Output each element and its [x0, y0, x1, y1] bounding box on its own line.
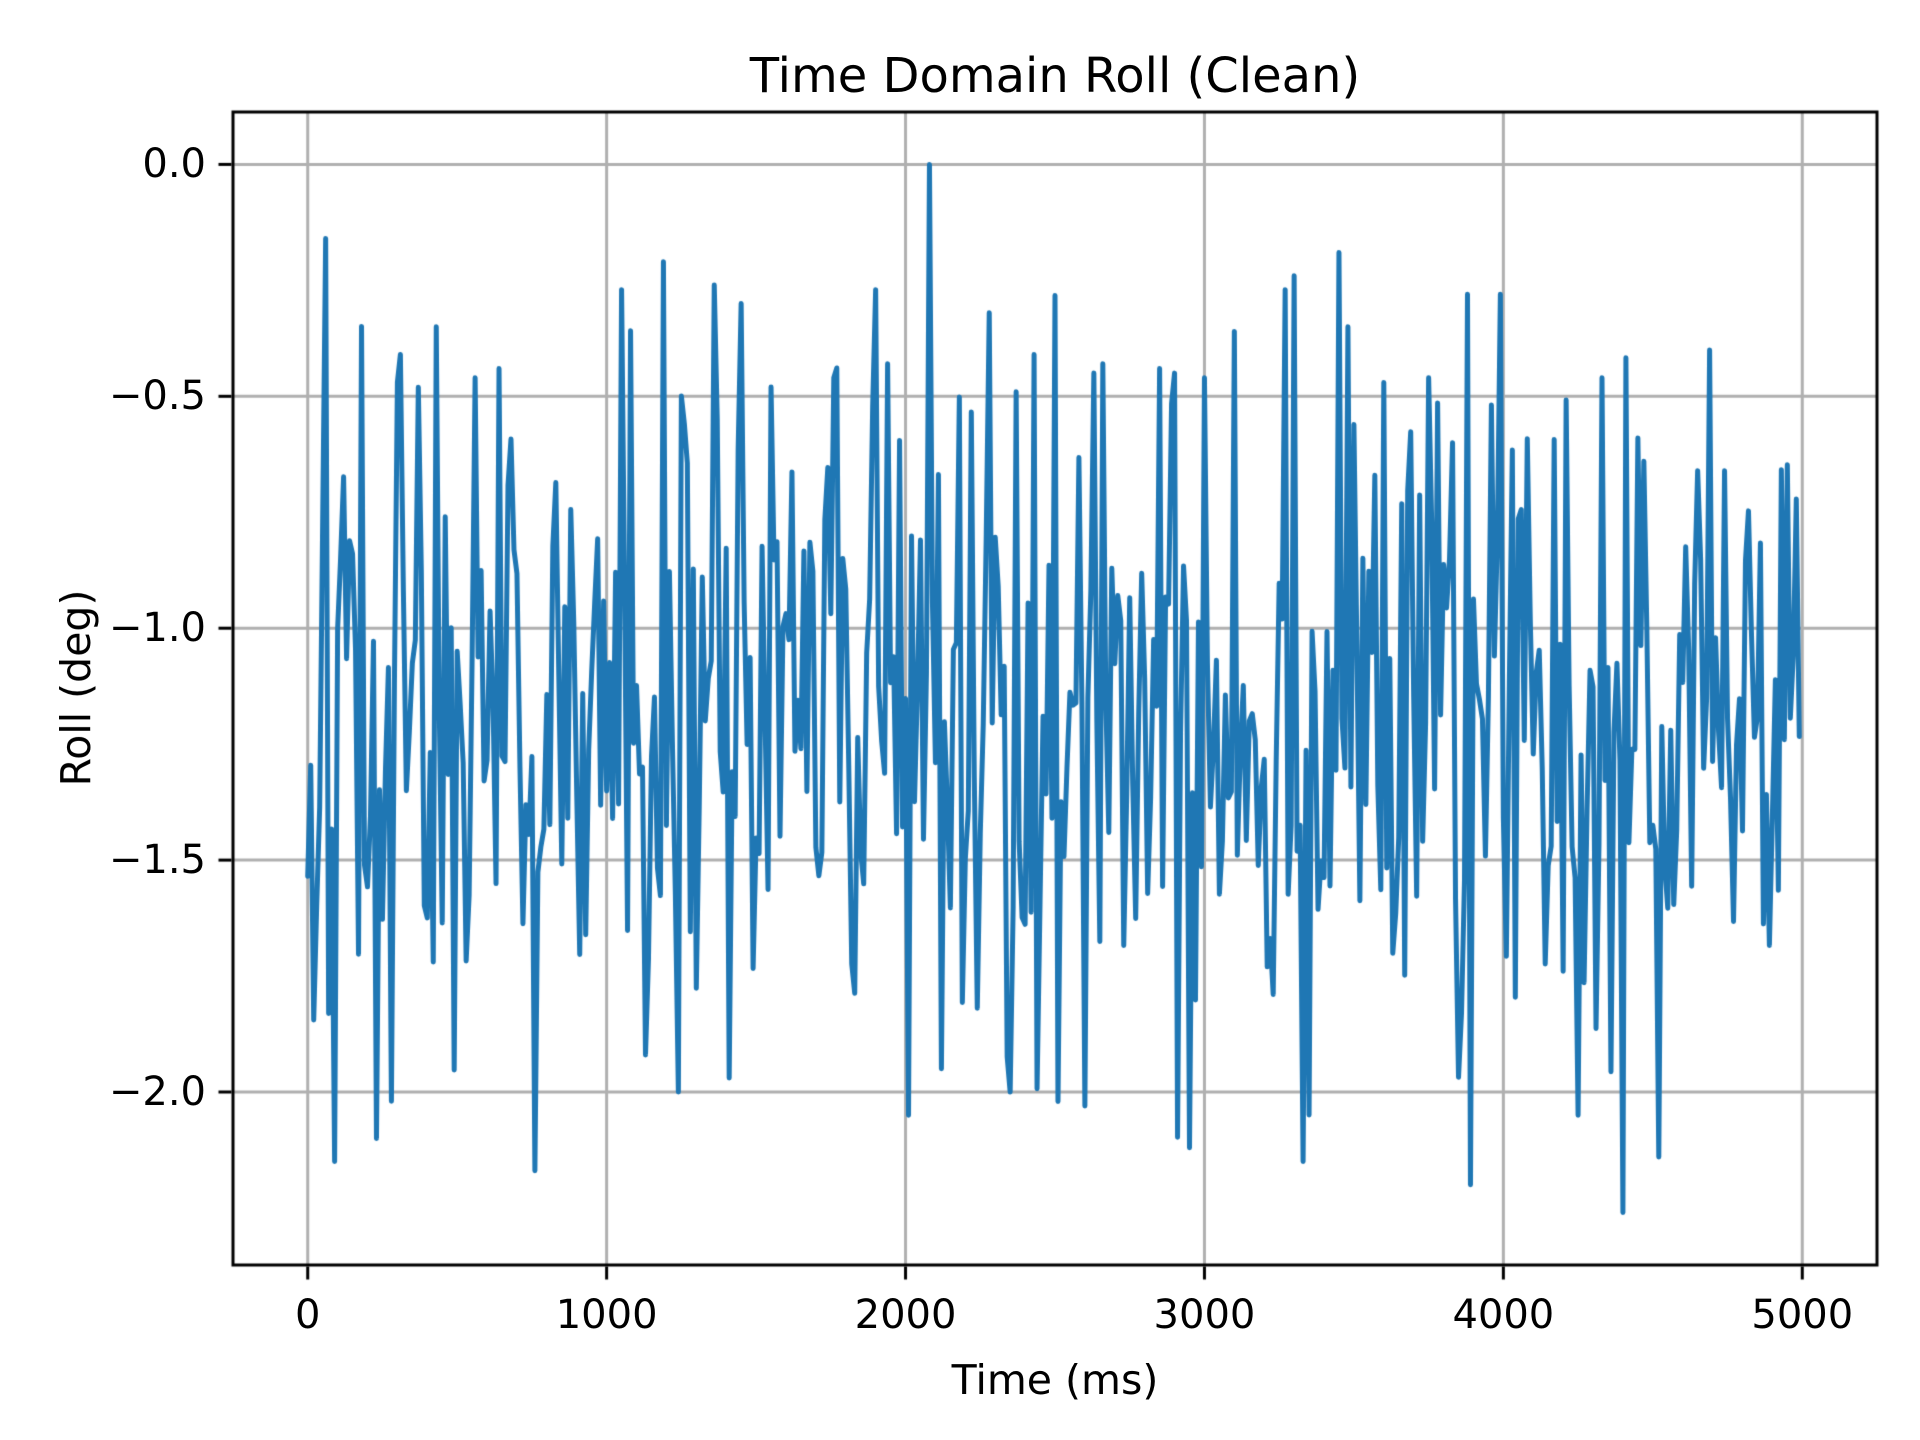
y-tick-label: −1.5	[108, 837, 206, 884]
y-tick-label: −1.0	[108, 605, 206, 652]
x-tick-label: 1000	[555, 1292, 658, 1338]
x-tick-label: 2000	[854, 1292, 957, 1338]
x-tick-label: 5000	[1751, 1292, 1854, 1338]
y-tick-label: −2.0	[108, 1069, 206, 1115]
x-tick-label: 0	[294, 1292, 321, 1338]
x-axis-label: Time (ms)	[951, 1356, 1159, 1404]
y-tick-label: −0.5	[108, 373, 206, 420]
chart-title: Time Domain Roll (Clean)	[749, 48, 1361, 104]
y-tick-label: 0.0	[142, 141, 206, 188]
x-tick-label: 4000	[1452, 1292, 1555, 1338]
x-tick-label: 3000	[1153, 1292, 1256, 1338]
